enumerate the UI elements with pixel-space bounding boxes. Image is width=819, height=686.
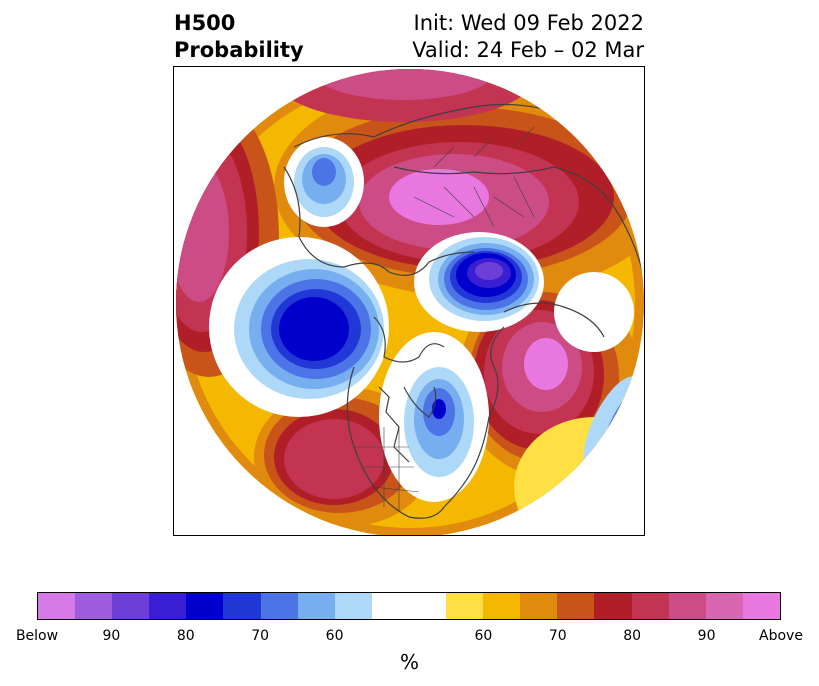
colorbar (37, 592, 781, 620)
colorbar-segment (705, 593, 743, 619)
above-anomaly-asia-top (274, 69, 534, 122)
colorbar-segment (297, 593, 335, 619)
colorbar-tick-label: 70 (548, 628, 567, 644)
colorbar-segment (186, 593, 224, 619)
below-anomaly-pacific (209, 237, 389, 417)
title-product: Probability (174, 38, 304, 62)
colorbar-tick-label: 80 (623, 628, 642, 644)
colorbar-segment (520, 593, 558, 619)
colorbar-segment (223, 593, 261, 619)
below-anomaly-arctic (414, 232, 544, 332)
colorbar-segment (483, 593, 521, 619)
colorbar-segment (631, 593, 669, 619)
title-variable: H500 (174, 11, 236, 35)
below-anomaly-siberia (284, 137, 364, 227)
chart-title-left: H500 Probability (174, 10, 304, 64)
colorbar-segment (594, 593, 632, 619)
colorbar-segment (408, 593, 447, 619)
colorbar-segment (149, 593, 187, 619)
probability-map (176, 69, 644, 535)
map-panel (173, 66, 645, 536)
colorbar-segment (557, 593, 595, 619)
colorbar-segment (446, 593, 484, 619)
title-valid: Valid: 24 Feb – 02 Mar (412, 38, 644, 62)
colorbar-segment (75, 593, 113, 619)
colorbar-segment (334, 593, 372, 619)
colorbar-tick-label: 60 (474, 628, 493, 644)
title-init: Init: Wed 09 Feb 2022 (413, 11, 644, 35)
colorbar-tick-label: 70 (251, 628, 270, 644)
colorbar-tick-label: 60 (325, 628, 344, 644)
colorbar-segment (112, 593, 150, 619)
colorbar-tick-label: Below (15, 628, 59, 644)
colorbar-tick-labels: Below 90 80 70 60 60 70 80 90 Above (16, 628, 803, 646)
borders (354, 126, 535, 512)
colorbar-tick-label: 80 (176, 628, 195, 644)
colorbar-segment (260, 593, 298, 619)
colorbar-tick-label: 90 (697, 628, 716, 644)
colorbar-segment (371, 593, 409, 619)
chart-title-right: Init: Wed 09 Feb 2022 Valid: 24 Feb – 02… (412, 10, 644, 64)
colorbar-segment (742, 593, 780, 619)
colorbar-segment (668, 593, 706, 619)
colorbar-tick-label: Above (759, 628, 803, 644)
colorbar-segment (38, 593, 76, 619)
colorbar-unit: % (399, 650, 419, 674)
below-anomaly-hudson (379, 332, 489, 502)
colorbar-tick-label: 90 (102, 628, 121, 644)
